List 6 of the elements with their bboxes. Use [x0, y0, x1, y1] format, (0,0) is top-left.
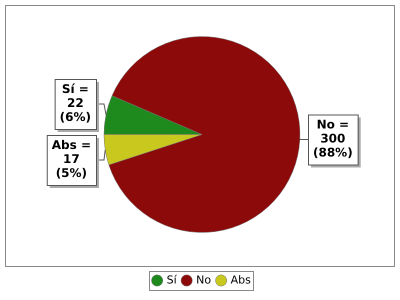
legend-label: Abs: [230, 273, 252, 286]
data-label: Abs = 17 (5%): [52, 138, 92, 180]
legend-label: No: [196, 273, 212, 286]
legend-label: Sí: [166, 273, 178, 286]
data-label: Sí = 22 (6%): [60, 82, 91, 124]
data-label: No = 300 (88%): [312, 118, 353, 160]
